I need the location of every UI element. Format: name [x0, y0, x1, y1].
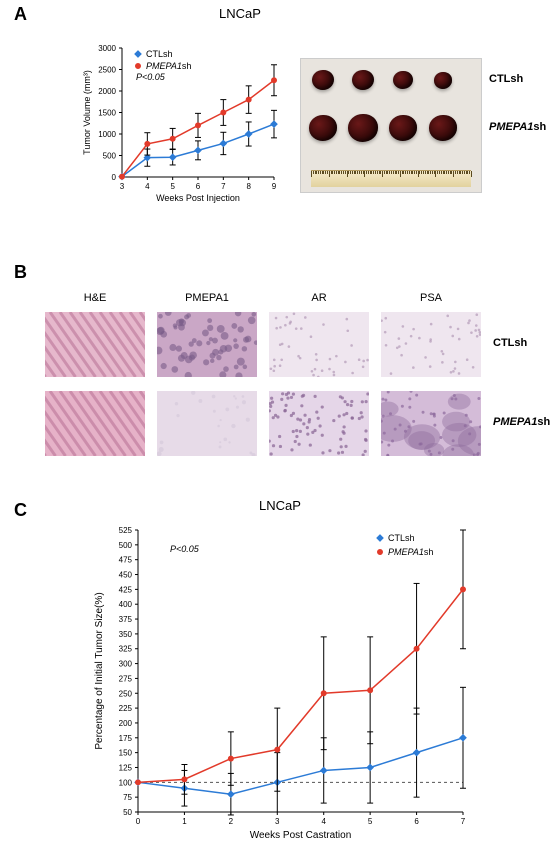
ihc-col-psa: PSA [381, 292, 481, 304]
svg-text:2500: 2500 [98, 66, 116, 75]
ihc-cell [381, 391, 481, 456]
photo-label-pmepa1sh: PMEPA1sh [489, 121, 546, 133]
svg-text:PMEPA1sh: PMEPA1sh [388, 547, 433, 557]
svg-text:500: 500 [119, 541, 133, 550]
tumor-sample [309, 115, 337, 141]
svg-text:50: 50 [123, 808, 132, 817]
svg-text:Percentage of Initial Tumor Si: Percentage of Initial Tumor Size(%) [94, 592, 105, 749]
svg-text:0: 0 [112, 173, 117, 182]
svg-text:6: 6 [196, 182, 201, 191]
svg-text:2: 2 [229, 817, 234, 826]
ihc-row-pmepa1sh: PMEPA1sh [493, 416, 550, 428]
ihc-cell [157, 312, 257, 377]
svg-text:6: 6 [414, 817, 419, 826]
figure-root: A LNCaP 0500100015002000250030003456789W… [0, 0, 550, 864]
svg-text:125: 125 [119, 763, 133, 772]
svg-text:1: 1 [182, 817, 187, 826]
svg-text:275: 275 [119, 674, 133, 683]
svg-text:8: 8 [246, 182, 251, 191]
ihc-cell [269, 312, 369, 377]
svg-text:175: 175 [119, 734, 133, 743]
ihc-cell [269, 391, 369, 456]
svg-text:2000: 2000 [98, 87, 116, 96]
panel-a-title: LNCaP [200, 6, 280, 21]
svg-text:1000: 1000 [98, 130, 116, 139]
ruler [311, 170, 471, 187]
svg-text:250: 250 [119, 689, 133, 698]
svg-text:5: 5 [368, 817, 373, 826]
ihc-row-ctlsh: CTLsh [493, 337, 527, 349]
svg-text:150: 150 [119, 749, 133, 758]
panel-c-title: LNCaP [240, 498, 320, 513]
ihc-col-pmepa1: PMEPA1 [157, 292, 257, 304]
panel-b-grid: H&EPMEPA1ARPSACTLshPMEPA1sh [45, 292, 515, 474]
svg-text:P<0.05: P<0.05 [170, 544, 200, 554]
panel-a-chart: 0 500 1000 1500 2000 2500 3000 3 4 5 6 7 8 9 Weeks Pos… [80, 40, 280, 205]
panel-c-label: C [14, 500, 27, 521]
ihc-cell [157, 391, 257, 456]
svg-text:0: 0 [136, 817, 141, 826]
svg-text:Tumor Volume (mm³): Tumor Volume (mm³) [82, 70, 92, 155]
ihc-cell [45, 312, 145, 377]
tumor-sample [389, 115, 417, 141]
svg-text:5: 5 [170, 182, 175, 191]
ihc-cell [45, 391, 145, 456]
svg-text:500: 500 [103, 152, 117, 161]
panel-b-label: B [14, 262, 27, 283]
svg-text:200: 200 [119, 719, 133, 728]
tumor-sample [312, 70, 334, 90]
ihc-col-he: H&E [45, 292, 145, 304]
panel-a-label: A [14, 4, 27, 25]
tumor-sample [393, 71, 413, 89]
svg-text:CTLsh: CTLsh [388, 533, 415, 543]
svg-text:7: 7 [221, 182, 226, 191]
tumor-sample [352, 70, 374, 90]
svg-text:475: 475 [119, 556, 133, 565]
tumor-sample [434, 72, 452, 89]
panel-a-photo: CTLshPMEPA1sh [300, 58, 482, 193]
svg-text:375: 375 [119, 615, 133, 624]
ihc-col-ar: AR [269, 292, 369, 304]
svg-text:Weeks Post Injection: Weeks Post Injection [156, 193, 240, 203]
photo-label-ctlsh: CTLsh [489, 73, 523, 85]
svg-text:300: 300 [119, 660, 133, 669]
svg-text:425: 425 [119, 585, 133, 594]
svg-text:3: 3 [120, 182, 125, 191]
svg-text:325: 325 [119, 645, 133, 654]
svg-text:350: 350 [119, 630, 133, 639]
tumor-sample [348, 114, 378, 142]
ihc-cell [381, 312, 481, 377]
svg-text:525: 525 [119, 526, 133, 535]
svg-text:P<0.05: P<0.05 [136, 72, 166, 82]
svg-text:450: 450 [119, 571, 133, 580]
svg-text:7: 7 [461, 817, 466, 826]
svg-text:PMEPA1sh: PMEPA1sh [146, 61, 191, 71]
svg-text:100: 100 [119, 778, 133, 787]
svg-text:1500: 1500 [98, 109, 116, 118]
panel-c-chart: 5075100125150175200225250275300325350375… [90, 520, 475, 842]
svg-text:4: 4 [321, 817, 326, 826]
svg-text:225: 225 [119, 704, 133, 713]
svg-text:75: 75 [123, 793, 132, 802]
tumor-sample [429, 115, 457, 141]
svg-text:9: 9 [272, 182, 277, 191]
svg-text:4: 4 [145, 182, 150, 191]
svg-text:3: 3 [275, 817, 280, 826]
svg-text:Weeks Post Castration: Weeks Post Castration [250, 830, 352, 841]
svg-text:400: 400 [119, 600, 133, 609]
svg-text:3000: 3000 [98, 44, 116, 53]
svg-text:CTLsh: CTLsh [146, 49, 173, 59]
